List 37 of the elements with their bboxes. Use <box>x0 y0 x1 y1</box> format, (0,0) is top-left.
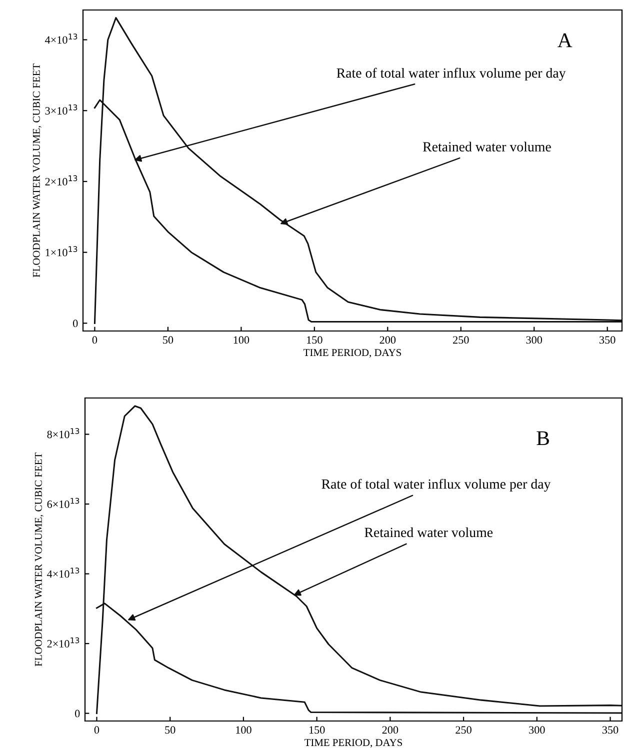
x-tick-label: 250 <box>456 726 472 734</box>
y-tick-label: 2×10$^{13}$ <box>45 175 78 186</box>
y-tick-label: 6×10$^{13}$ <box>47 498 80 508</box>
annotation: Retained water volume <box>422 142 551 152</box>
annotation: Rate of total water influx volume per day <box>322 478 551 492</box>
x-tick-label: 0 <box>92 336 98 344</box>
x-tick-label: 0 <box>94 726 100 734</box>
x-tick-label: 200 <box>382 726 398 734</box>
y-axis-title: FLOODPLAIN WATER VOLUME, CUBIC FEET <box>34 452 44 666</box>
x-axis-title: TIME PERIOD, DAYS <box>304 739 402 748</box>
x-tick-label: 150 <box>309 726 325 734</box>
y-tick-label: 1×10$^{13}$ <box>46 246 78 256</box>
y-tick-label: 3×10$^{13}$ <box>45 104 78 115</box>
x-tick-label: 100 <box>234 336 250 344</box>
y-tick-label: 8×10$^{13}$ <box>47 428 80 438</box>
x-tick-label: 100 <box>236 726 252 734</box>
x-axis-title: TIME PERIOD, DAYS <box>304 349 402 358</box>
x-tick-label: 250 <box>453 336 469 344</box>
x-tick-label: 350 <box>600 336 616 344</box>
annotation: Retained water volume <box>364 527 493 538</box>
x-tick-label: 50 <box>165 726 176 734</box>
line-series <box>96 405 622 714</box>
annotation: B <box>536 431 549 446</box>
x-tick-label: 50 <box>163 336 174 344</box>
x-tick-label: 350 <box>602 726 618 734</box>
y-tick-label: 0 <box>75 710 80 718</box>
x-tick-label: 200 <box>380 336 396 344</box>
y-tick-label: 4×10$^{13}$ <box>47 568 80 578</box>
y-axis-title: FLOODPLAIN WATER VOLUME, CUBIC FEET <box>32 64 42 278</box>
y-tick-label: 2×10$^{13}$ <box>47 637 80 648</box>
x-tick-label: 300 <box>526 336 542 344</box>
annotation: Rate of total water influx volume per day <box>336 68 566 81</box>
y-tick-label: 0 <box>73 320 78 328</box>
x-tick-label: 150 <box>307 336 322 344</box>
x-tick-label: 300 <box>529 726 545 734</box>
annotation: A <box>558 33 572 48</box>
y-tick-label: 4×10$^{13}$ <box>45 34 78 44</box>
